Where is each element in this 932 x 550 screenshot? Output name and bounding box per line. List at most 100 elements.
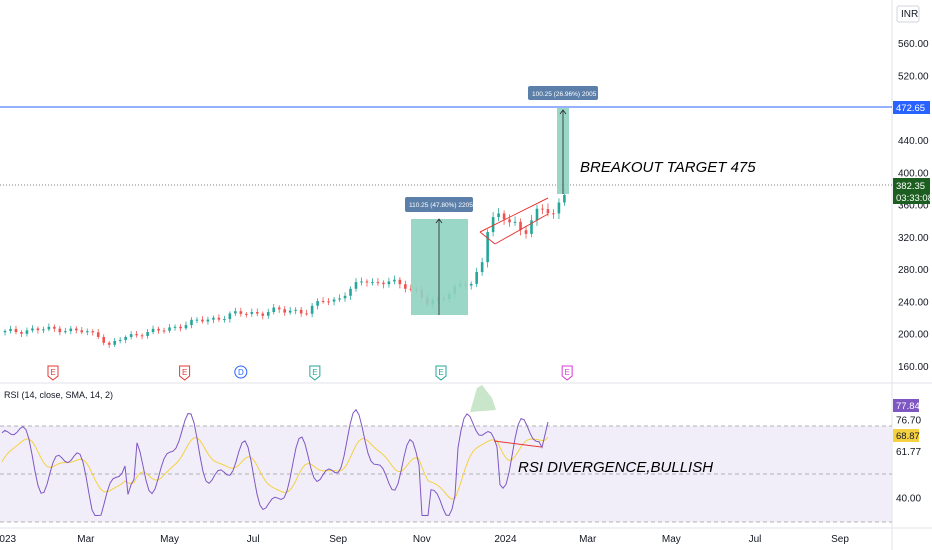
measure-label-box-1 (405, 197, 473, 212)
candle-body (3, 330, 7, 333)
candle-body (552, 213, 555, 215)
candle-body (255, 312, 259, 314)
price-tick-label: 560.00 (898, 39, 929, 50)
candle-body (228, 313, 232, 320)
candle-body (146, 332, 149, 336)
candle-body (519, 221, 522, 231)
candle-body (184, 325, 188, 329)
candle-body (234, 311, 237, 314)
price-tick-label: 320.00 (898, 233, 929, 244)
candle-body (151, 328, 155, 333)
candle-body (140, 335, 144, 337)
candle-body (349, 288, 352, 296)
candle-body (541, 208, 544, 210)
candle-body (124, 336, 127, 340)
candle-body (513, 221, 517, 223)
time-tick-label: Sep (329, 534, 347, 545)
candle-body (283, 309, 287, 313)
candle-body (239, 311, 243, 314)
candles (3, 188, 566, 348)
candle-body (530, 220, 533, 234)
candle-body (25, 330, 29, 334)
candle-body (398, 279, 402, 285)
candle-body (201, 319, 204, 322)
candle-body (277, 307, 281, 310)
candle-body (69, 328, 73, 332)
rsi-value: 77.84 (896, 401, 920, 412)
time-tick-label: 2024 (494, 534, 517, 545)
candle-body (469, 283, 473, 286)
time-tick-label: Mar (77, 534, 95, 545)
candle-body (195, 319, 199, 321)
candle-body (217, 317, 221, 320)
candle-body (206, 319, 210, 322)
rsi-line (1, 408, 549, 517)
dividend-marker (234, 365, 248, 379)
rsi-divergence-line (493, 440, 542, 448)
sma-value: 68.87 (896, 431, 920, 442)
earnings-marker (561, 365, 573, 381)
event-marker-label: E (50, 368, 55, 377)
price-tick-label: 240.00 (898, 297, 929, 308)
candle-body (288, 310, 292, 313)
measure-label-2: 100.25 (26.96%) 2005 (532, 91, 597, 98)
rsi-axis: 76.70 61.77 40.00 (896, 416, 921, 505)
wedge-upper-line (479, 197, 549, 233)
candle-body (31, 328, 34, 331)
time-tick-label: Nov (413, 534, 431, 545)
time-tick-label: 2023 (0, 534, 17, 545)
price-tick-label: 440.00 (898, 136, 929, 147)
candle-body (96, 332, 100, 337)
event-marker-label: E (438, 368, 443, 377)
candle-body (250, 312, 254, 314)
candle-body (404, 284, 407, 289)
price-tick-label: 280.00 (898, 265, 929, 276)
price-badge (893, 178, 930, 204)
price-tick-label: 160.00 (898, 362, 929, 373)
candle-body (168, 327, 171, 331)
rsi-sma-line (1, 436, 549, 500)
candle-body (338, 298, 341, 300)
measure-arrowhead-1 (435, 218, 443, 224)
candle-body (261, 313, 265, 316)
time-tick-label: Sep (831, 534, 849, 545)
candle-body (20, 332, 23, 334)
breakout-annotation: BREAKOUT TARGET 475 (580, 159, 756, 176)
time-tick-label: Jul (247, 534, 260, 545)
price-tick-label: 520.00 (898, 71, 929, 82)
price-tick-label: 200.00 (898, 330, 929, 341)
rsi-tick-label: 40.00 (896, 494, 921, 505)
candle-body (486, 232, 489, 263)
measure-label-1: 110.25 (47.80%) 2205 (409, 202, 473, 209)
candle-body (387, 281, 391, 285)
rsi-tick-label: 61.77 (896, 447, 921, 458)
event-marker-label: D (238, 368, 244, 377)
candle-body (475, 272, 478, 284)
earnings-marker (309, 365, 321, 381)
candle-body (190, 319, 193, 326)
candle-body (365, 281, 369, 283)
candle-body (502, 213, 506, 220)
rsi-annotation: RSI DIVERGENCE,BULLISH (518, 459, 713, 476)
candle-body (47, 326, 51, 330)
candle-body (497, 213, 500, 218)
candle-body (393, 279, 396, 282)
candle-body (113, 340, 116, 345)
time-tick-label: Mar (579, 534, 597, 545)
candle-body (508, 219, 511, 223)
measure-label-box-2 (528, 86, 598, 100)
candle-body (74, 328, 78, 331)
candle-body (299, 309, 303, 314)
event-marker-label: E (312, 368, 317, 377)
resistance-badge (893, 101, 930, 114)
candle-body (58, 328, 62, 333)
candle-body (310, 305, 314, 314)
candle-body (491, 217, 495, 233)
price-axis: 560.00520.00480.00440.00400.00360.00320.… (898, 39, 929, 373)
countdown-label: 03:33:08 (896, 193, 932, 204)
candle-body (563, 195, 566, 203)
candle-body (91, 331, 95, 333)
candle-body (118, 339, 122, 341)
